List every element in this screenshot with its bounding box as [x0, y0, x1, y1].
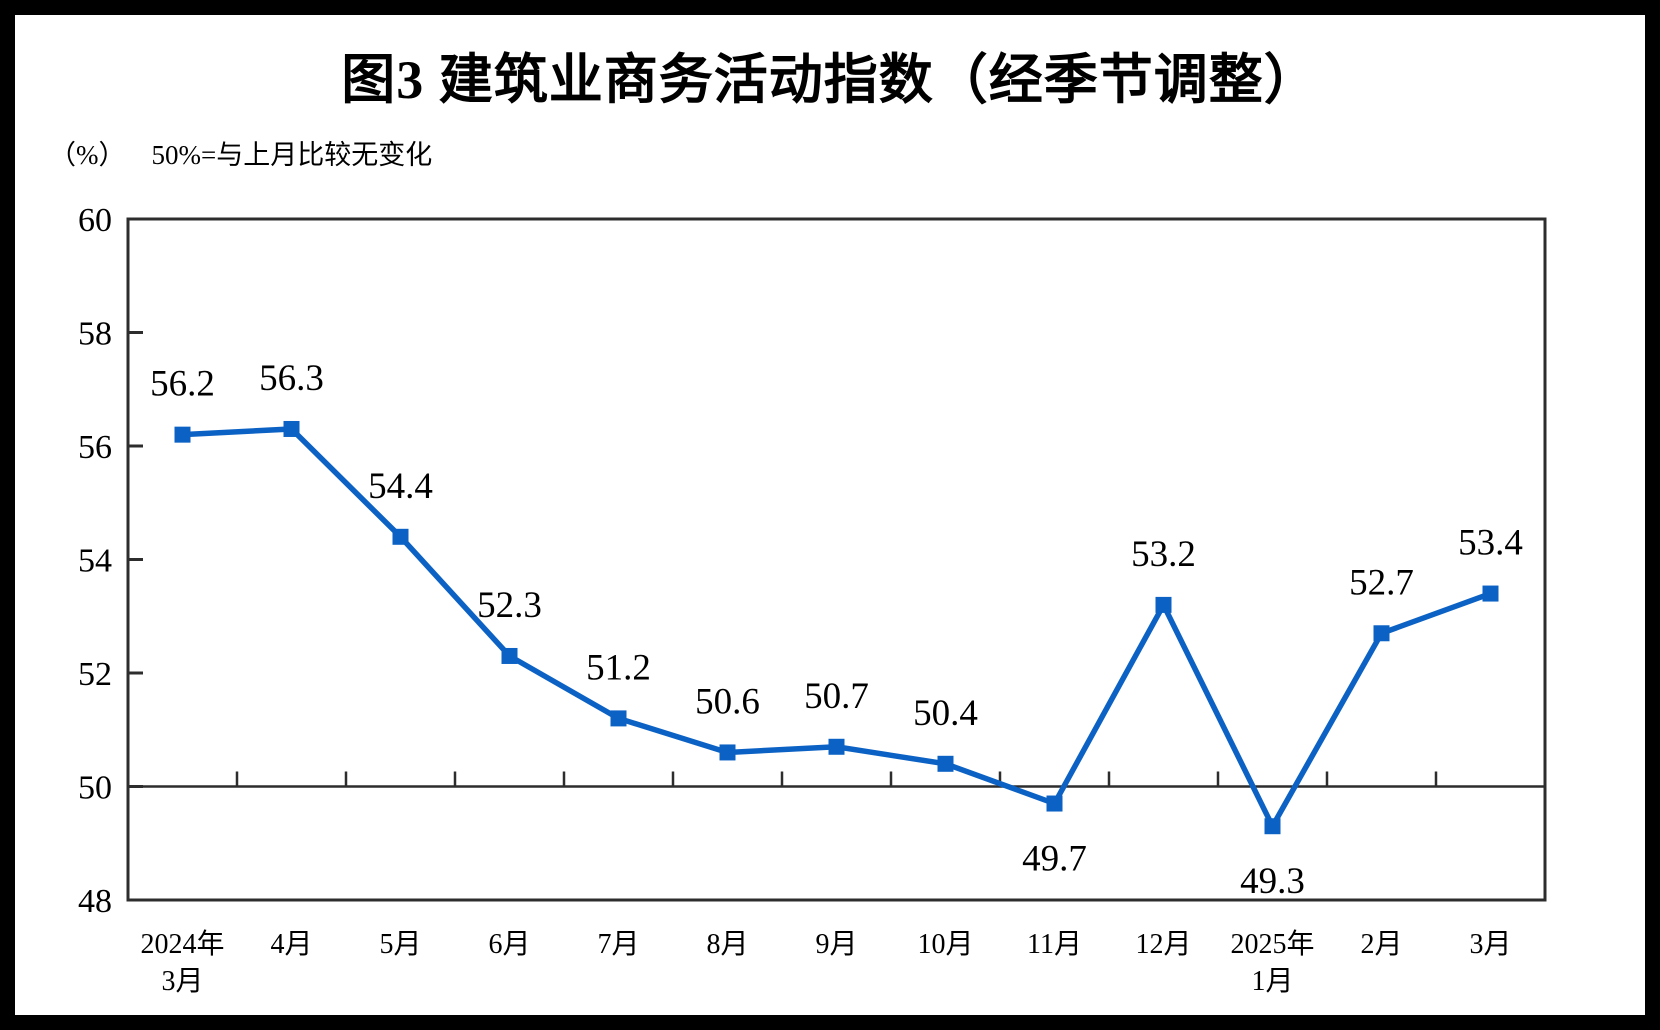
x-axis-label: 6月: [488, 929, 530, 960]
y-axis-label: 52: [78, 656, 112, 693]
data-point-marker: [501, 647, 518, 664]
y-axis-label: 54: [78, 543, 112, 580]
y-axis-label: 48: [78, 883, 112, 920]
y-axis-label: 56: [78, 429, 112, 466]
x-axis-label: 8月: [706, 929, 748, 960]
data-point-marker: [174, 426, 191, 443]
data-point-marker: [1046, 795, 1063, 812]
x-axis-label: 11月: [1027, 929, 1082, 960]
data-point-marker: [1264, 818, 1281, 835]
data-point-label: 56.3: [259, 358, 324, 399]
data-point-marker: [828, 738, 845, 755]
data-point-label: 50.6: [695, 681, 760, 722]
data-point-label: 52.3: [477, 585, 542, 626]
y-axis-label: 60: [78, 202, 112, 239]
reference-note: 50%=与上月比较无变化: [151, 140, 433, 170]
x-axis-label: 3月: [1469, 929, 1511, 960]
data-point-marker: [1155, 596, 1172, 613]
data-point-label: 49.7: [1022, 839, 1087, 880]
data-point-label: 53.2: [1131, 534, 1196, 575]
x-axis-label: 7月: [597, 929, 639, 960]
x-axis-label: 3月: [161, 966, 203, 997]
y-axis-label: 58: [78, 316, 112, 353]
data-point-marker: [610, 710, 627, 727]
x-axis-label: 2024年: [140, 928, 224, 960]
data-point-marker: [283, 420, 300, 437]
x-axis-label: 2025年: [1230, 928, 1314, 960]
y-axis-label: 50: [78, 770, 112, 807]
plot-area-border: [126, 217, 1547, 902]
data-point-label: 54.4: [368, 466, 433, 507]
data-point-label: 53.4: [1458, 523, 1523, 564]
data-point-marker: [1373, 625, 1390, 642]
data-point-label: 52.7: [1349, 562, 1414, 603]
data-point-label: 51.2: [586, 647, 651, 688]
data-point-marker: [937, 755, 954, 772]
data-point-label: 56.2: [150, 364, 215, 405]
x-axis-label: 10月: [917, 929, 973, 960]
data-point-marker: [719, 744, 736, 761]
line-chart: 48 50 52 54 56 58 60 2024年 3月 4月 5月 6月 7月 8月 9月 10月 11月 1…: [78, 202, 1547, 997]
data-point-marker: [1482, 585, 1499, 602]
x-axis-label: 5月: [379, 929, 421, 960]
x-axis-label: 12月: [1135, 929, 1191, 960]
data-point-label: 50.7: [804, 676, 869, 717]
data-point-marker: [392, 528, 409, 545]
y-axis-unit-label: （%）: [49, 140, 126, 170]
data-point-label: 49.3: [1240, 861, 1305, 902]
chart-subtitle-row: （%） 50%=与上月比较无变化: [49, 133, 432, 172]
x-axis-label: 4月: [270, 929, 312, 960]
data-point-label: 50.4: [913, 693, 978, 734]
x-axis-label: 9月: [815, 929, 857, 960]
x-axis-label: 1月: [1251, 966, 1293, 997]
x-axis-label: 2月: [1360, 929, 1402, 960]
chart-title: 图3 建筑业商务活动指数（经季节调整）: [341, 50, 1319, 110]
